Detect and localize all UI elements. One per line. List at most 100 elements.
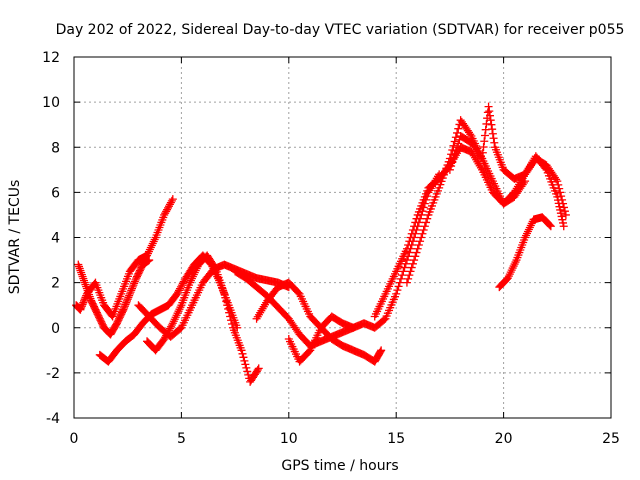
data-point <box>77 302 86 311</box>
data-point <box>167 320 176 329</box>
data-point <box>220 289 229 298</box>
data-point <box>165 324 174 333</box>
data-point <box>376 347 385 356</box>
data-point <box>168 319 177 328</box>
data-point <box>84 288 93 297</box>
data-point <box>406 267 415 276</box>
data-point <box>130 277 139 286</box>
data-point <box>125 291 134 300</box>
data-point <box>168 195 177 204</box>
data-point <box>544 220 553 229</box>
data-point <box>241 360 250 369</box>
data-point <box>447 162 456 171</box>
data-point <box>176 303 185 312</box>
data-point <box>398 271 407 280</box>
data-point <box>166 322 175 331</box>
data-point <box>129 281 138 290</box>
data-point <box>404 241 413 250</box>
data-point <box>515 180 524 189</box>
y-axis-label: SDTVAR / TECUs <box>7 180 23 295</box>
data-point <box>377 346 386 355</box>
data-point <box>225 308 234 317</box>
data-point <box>411 218 420 227</box>
data-point <box>76 305 85 314</box>
data-point <box>554 180 563 189</box>
data-point <box>252 314 261 323</box>
data-point <box>418 229 427 238</box>
data-point <box>161 209 170 218</box>
data-point <box>75 262 84 271</box>
data-point <box>147 241 156 250</box>
data-point <box>486 116 495 125</box>
data-point <box>165 200 174 209</box>
data-point <box>476 152 485 161</box>
data-point <box>179 277 188 286</box>
data-point <box>167 196 176 205</box>
data-point <box>476 163 485 172</box>
data-point <box>407 263 416 272</box>
data-point <box>78 272 87 281</box>
data-point <box>150 235 159 244</box>
data-point <box>410 222 419 231</box>
data-point <box>423 214 432 223</box>
y-tick-label: 4 <box>51 231 60 247</box>
data-point <box>478 154 487 163</box>
data-point <box>146 243 155 252</box>
data-point <box>175 305 184 314</box>
data-point <box>188 272 197 281</box>
data-point <box>545 221 554 230</box>
y-tick-label: 0 <box>51 321 60 337</box>
data-point <box>239 353 248 362</box>
data-point <box>189 270 198 279</box>
data-point <box>450 137 459 146</box>
data-point <box>394 282 403 291</box>
data-point <box>560 207 569 216</box>
data-point <box>490 138 499 147</box>
data-point <box>487 120 496 129</box>
data-point <box>237 346 246 355</box>
data-point <box>244 370 253 379</box>
data-point <box>240 356 249 365</box>
data-point <box>413 244 422 253</box>
data-point <box>173 309 182 318</box>
data-point <box>404 274 413 283</box>
data-point <box>470 153 479 162</box>
data-point <box>256 308 265 317</box>
y-tick-label: -2 <box>46 366 60 382</box>
data-point <box>482 119 491 128</box>
data-point <box>172 311 181 320</box>
data-point <box>173 289 182 298</box>
data-point <box>448 146 457 155</box>
tick-labels: 0 5 10 15 20 25 -4 -2 0 2 4 6 8 10 12 <box>42 50 620 447</box>
data-point <box>489 134 498 143</box>
data-point <box>559 222 568 231</box>
data-point <box>83 286 92 295</box>
data-point <box>399 267 408 276</box>
data-point <box>190 268 199 277</box>
data-point <box>149 237 158 246</box>
data-point <box>408 225 417 234</box>
data-point <box>253 312 262 321</box>
data-point <box>510 188 519 197</box>
y-tick-label: -4 <box>46 411 60 427</box>
data-point <box>120 303 129 312</box>
data-point <box>128 282 137 291</box>
data-point <box>174 288 183 297</box>
data-point <box>171 313 180 322</box>
data-point <box>143 249 152 258</box>
data-point <box>160 335 169 344</box>
data-point <box>396 274 405 283</box>
data-point <box>510 260 519 269</box>
data-point <box>451 147 460 156</box>
data-point <box>506 268 515 277</box>
data-point <box>472 155 481 164</box>
y-tick-label: 12 <box>42 50 60 66</box>
data-point <box>525 223 534 232</box>
data-point <box>454 139 463 148</box>
x-tick-label: 20 <box>495 431 513 447</box>
data-point <box>508 264 517 273</box>
data-point <box>145 256 154 265</box>
y-tick-label: 2 <box>51 276 60 292</box>
data-point <box>561 210 570 219</box>
